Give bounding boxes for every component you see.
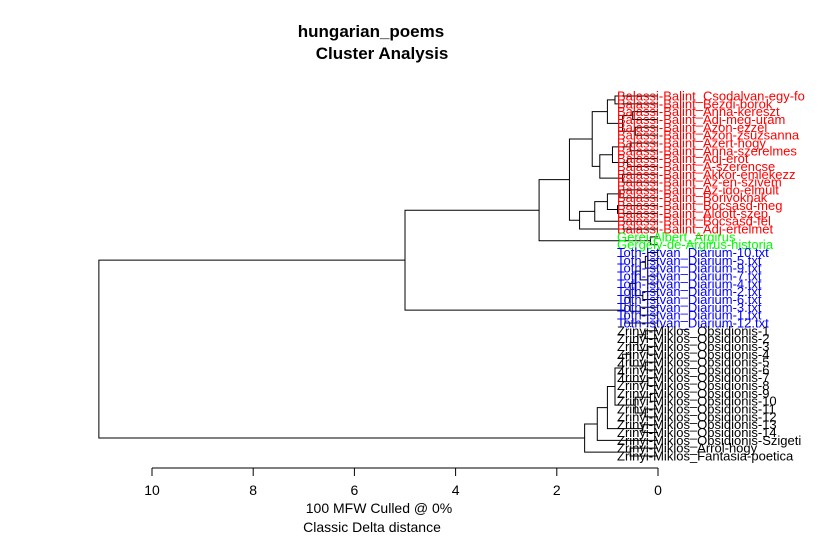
leaf-label: Toth-Istvan_Diarium-6.txt: [617, 292, 762, 307]
branch-merge-28: [404, 209, 626, 311]
leaf-label: Toth-Istvan_Diarium-1.txt: [617, 308, 762, 323]
leaf-label: Zrinyi-Miklos_Obsidionis-6: [617, 362, 769, 377]
leaf-label: Balassi-Balint_Azert-hogy: [617, 135, 766, 150]
leaf-label: Balassi-Balint_A-szerencse: [617, 159, 775, 174]
x-axis: 10 8 6 4 2 0: [144, 467, 662, 498]
leaf-label: Zrinyi-Miklos_Obsidionis-9: [617, 386, 769, 401]
leaf-label: Toth-Istvan_Diarium-3.txt: [617, 300, 762, 315]
leaf-label: Balassi-Balint_Az-ido-elmult: [617, 182, 779, 197]
leaf-label: Zrinyi-Miklos_Obsidionis-14: [617, 425, 777, 440]
leaf-label: Balassi-Balint_Csodalvan-egy-fo: [617, 89, 805, 104]
leaf-label: Balassi-Balint_Bocsasd-fel: [617, 214, 771, 229]
dendrogram-branches: [98, 95, 658, 457]
leaf-label: Zrinyi-Miklos_Obsidionis-8: [617, 378, 769, 393]
leaf-label: Toth-Istvan_Diarium-10.txt: [617, 245, 769, 260]
leaf-label: Balassi-Balint_Anna-szerelmes: [617, 143, 797, 158]
leaf-label: Toth-Istvan_Diarium-2.txt: [617, 284, 762, 299]
leaf-label: Zrinyi-Miklos_Obsidionis-1: [617, 323, 769, 338]
leaf-label: Balassi-Balint_Adj-meg-uram: [617, 112, 785, 127]
leaf-label: Balassi-Balint_Aldott-szep: [617, 206, 768, 221]
x-tick-label: 8: [249, 482, 257, 498]
x-axis-label-mfw: 100 MFW Culled @ 0%: [306, 500, 452, 516]
leaf-label: Balassi-Balint_Adj-erot: [617, 151, 749, 166]
leaf-label: Zrinyi-Miklos_Obsidionis-7: [617, 370, 769, 385]
leaf-label: Toth-Istvan_Diarium-9.txt: [617, 261, 762, 276]
leaf-label: Toth-Istvan_Diarium-7.txt: [617, 269, 762, 284]
leaf-label: Zrinyi-Miklos_Arrol-hogy: [617, 441, 758, 456]
chart-subtitle: Cluster Analysis: [316, 44, 449, 63]
leaf-label: Balassi-Balint_Az-en-szivem: [617, 175, 782, 190]
leaf-labels: Balassi-Balint_Csodalvan-egy-foBalassi-B…: [617, 89, 805, 464]
x-tick-label: 6: [351, 482, 359, 498]
leaf-label: Gergely-de-Argirus-historia: [617, 237, 774, 252]
leaf-label: Zrinyi-Miklos_Obsidionis-5: [617, 355, 769, 370]
leaf-label: Zrinyi-Miklos_Obsidionis-13: [617, 417, 777, 432]
leaf-label: Balassi-Balint_Borivoknak: [617, 190, 768, 205]
leaf-label: Zrinyi-Miklos_Obsidionis-12: [617, 409, 777, 424]
leaf-label: Balassi-Balint_Akkor-emlekezz: [617, 167, 795, 182]
leaf-label: Gerei-Albert_Argirus: [617, 229, 736, 244]
leaf-label: Toth-Istvan_Diarium-5.txt: [617, 253, 762, 268]
branch-merge-45: [98, 259, 585, 439]
leaf-label: Toth-Istvan_Diarium-4.txt: [617, 276, 762, 291]
x-axis-label-distance: Classic Delta distance: [303, 519, 441, 535]
leaf-label: Balassi-Balint_Bezdi-borok: [617, 96, 773, 111]
leaf-label: Zrinyi-Miklos_Obsidionis-10: [617, 394, 777, 409]
leaf-label: Toth-Istvan_Diarium-12.txt: [617, 315, 769, 330]
x-tick-label: 0: [654, 482, 662, 498]
branch-merge-16: [568, 138, 593, 221]
leaf-label: Balassi-Balint_Anna-kereszt: [617, 104, 780, 119]
leaf-label: Zrinyi-Miklos_Fantasia-poetica: [617, 449, 794, 464]
leaf-label: Zrinyi-Miklos_Obsidionis-2: [617, 331, 769, 346]
x-tick-label: 4: [452, 482, 460, 498]
leaf-label: Zrinyi-Miklos_Obsidionis-Szigeti: [617, 433, 801, 448]
x-tick-label: 10: [144, 482, 160, 498]
leaf-label: Zrinyi-Miklos_Obsidionis-4: [617, 347, 769, 362]
leaf-label: Balassi-Balint_Azon-zsuzsanna: [617, 128, 800, 143]
leaf-label: Balassi-Balint_Bocsasd-meg: [617, 198, 782, 213]
leaf-label: Balassi-Balint_Adj-ertelmet: [617, 222, 773, 237]
leaf-label: Zrinyi-Miklos_Obsidionis-3: [617, 339, 769, 354]
x-tick-label: 2: [553, 482, 561, 498]
leaf-label: Zrinyi-Miklos_Obsidionis-11: [617, 402, 776, 417]
leaf-label: Balassi-Balint_Azon-ezzel: [617, 120, 767, 135]
chart-title: hungarian_poems: [298, 22, 444, 41]
